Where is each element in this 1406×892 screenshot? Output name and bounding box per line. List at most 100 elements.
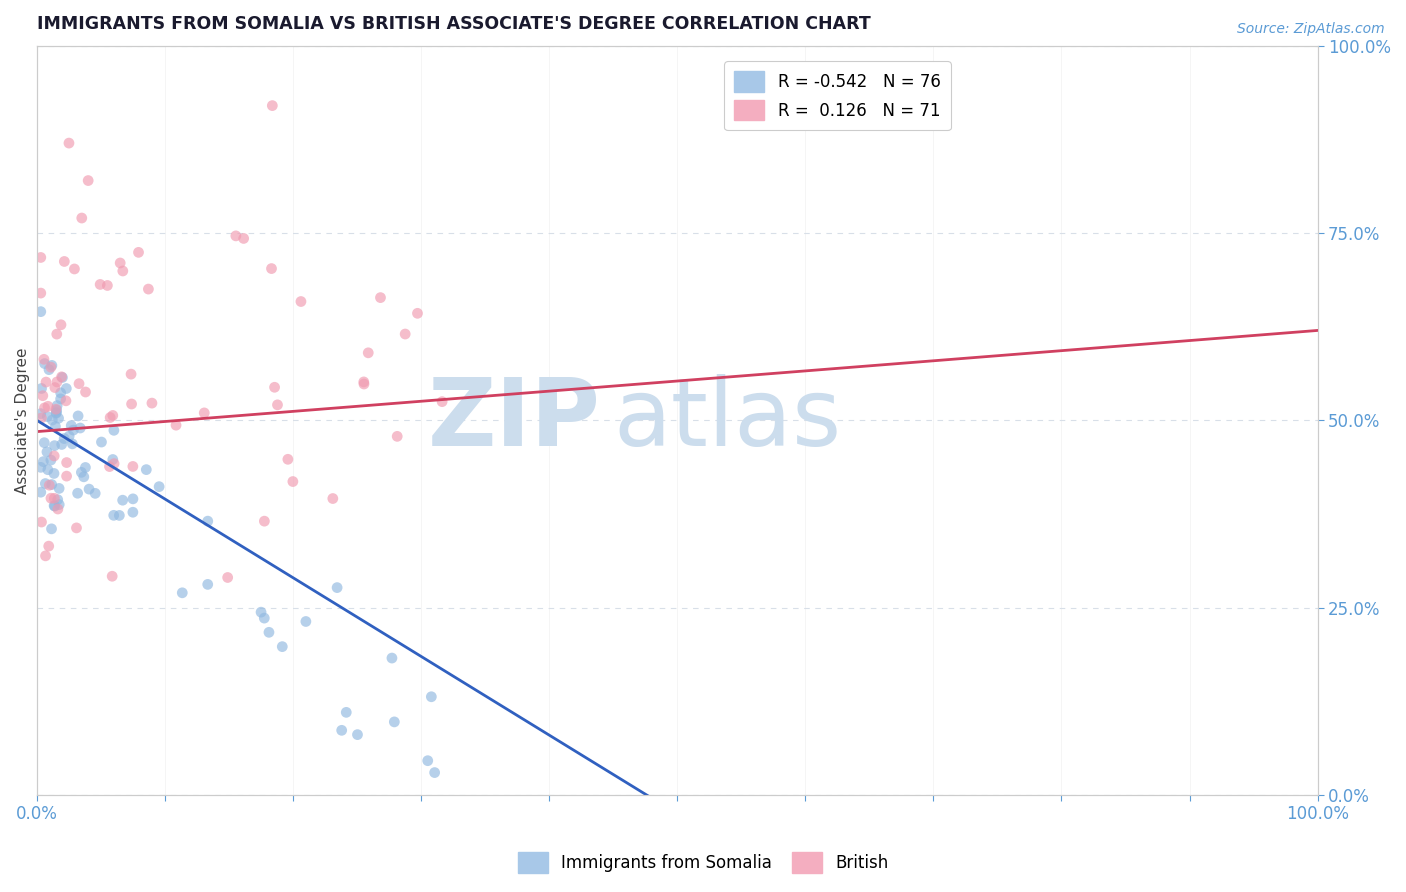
Point bbox=[225, 228, 247, 243]
Point bbox=[30, 460, 52, 475]
Point bbox=[63, 262, 86, 277]
Point bbox=[394, 326, 416, 341]
Point bbox=[266, 398, 288, 412]
Point bbox=[34, 476, 56, 491]
Point bbox=[48, 411, 70, 425]
Point bbox=[103, 508, 125, 523]
Point bbox=[416, 754, 439, 768]
Point bbox=[55, 469, 77, 483]
Point bbox=[98, 459, 121, 474]
Legend: R = -0.542   N = 76, R =  0.126   N = 71: R = -0.542 N = 76, R = 0.126 N = 71 bbox=[724, 62, 950, 130]
Point bbox=[295, 615, 318, 629]
Point bbox=[32, 455, 55, 469]
Point bbox=[387, 429, 409, 443]
Point bbox=[51, 369, 73, 384]
Point bbox=[89, 277, 111, 292]
Point bbox=[357, 346, 380, 360]
Point bbox=[45, 406, 67, 420]
Point bbox=[55, 456, 77, 470]
Point bbox=[32, 352, 55, 367]
Point bbox=[172, 586, 194, 600]
Point bbox=[51, 370, 73, 384]
Point bbox=[69, 421, 91, 435]
Point bbox=[37, 400, 59, 414]
Point bbox=[277, 452, 299, 467]
Point bbox=[45, 402, 67, 417]
Point bbox=[45, 327, 67, 342]
Point bbox=[44, 491, 66, 506]
Point bbox=[53, 432, 76, 446]
Point bbox=[128, 245, 150, 260]
Point bbox=[67, 376, 90, 391]
Point bbox=[382, 714, 405, 729]
Point bbox=[42, 499, 65, 513]
Point bbox=[135, 462, 157, 476]
Point bbox=[46, 502, 69, 516]
Point bbox=[30, 251, 52, 265]
Point bbox=[41, 413, 63, 427]
Point bbox=[217, 570, 239, 584]
Point bbox=[44, 499, 66, 513]
Point bbox=[44, 419, 66, 434]
Point bbox=[30, 304, 52, 318]
Point bbox=[108, 256, 131, 270]
Point bbox=[101, 409, 124, 423]
Point bbox=[257, 625, 280, 640]
Point bbox=[49, 318, 72, 332]
Point bbox=[108, 508, 131, 523]
Point bbox=[138, 282, 160, 296]
Point bbox=[322, 491, 344, 506]
Point bbox=[148, 480, 170, 494]
Legend: Immigrants from Somalia, British: Immigrants from Somalia, British bbox=[510, 846, 896, 880]
Point bbox=[84, 486, 107, 500]
Point bbox=[141, 396, 163, 410]
Point bbox=[423, 765, 446, 780]
Point bbox=[70, 466, 93, 480]
Point bbox=[30, 411, 52, 425]
Point bbox=[46, 375, 69, 389]
Point bbox=[197, 577, 219, 591]
Text: ZIP: ZIP bbox=[427, 375, 600, 467]
Point bbox=[193, 406, 215, 420]
Point bbox=[31, 382, 53, 396]
Point bbox=[30, 407, 52, 421]
Point bbox=[58, 136, 80, 150]
Point bbox=[326, 581, 349, 595]
Point bbox=[430, 394, 453, 409]
Point bbox=[31, 515, 53, 529]
Point bbox=[45, 405, 67, 419]
Point bbox=[232, 231, 254, 245]
Text: IMMIGRANTS FROM SOMALIA VS BRITISH ASSOCIATE'S DEGREE CORRELATION CHART: IMMIGRANTS FROM SOMALIA VS BRITISH ASSOC… bbox=[37, 15, 870, 33]
Point bbox=[38, 539, 60, 553]
Point bbox=[75, 384, 97, 399]
Point bbox=[75, 460, 97, 475]
Point bbox=[103, 457, 125, 471]
Point bbox=[120, 367, 142, 381]
Point bbox=[48, 498, 70, 512]
Point bbox=[253, 611, 276, 625]
Point bbox=[49, 392, 72, 406]
Point bbox=[121, 397, 143, 411]
Point bbox=[62, 423, 84, 437]
Point bbox=[165, 418, 187, 433]
Point bbox=[41, 477, 63, 491]
Point bbox=[37, 409, 59, 424]
Point bbox=[53, 254, 76, 268]
Point bbox=[262, 98, 284, 112]
Point bbox=[44, 439, 66, 453]
Point bbox=[96, 278, 118, 293]
Point bbox=[39, 360, 62, 375]
Point bbox=[253, 514, 276, 528]
Point bbox=[31, 389, 53, 403]
Point bbox=[30, 286, 52, 301]
Point bbox=[66, 486, 89, 500]
Point bbox=[281, 475, 304, 489]
Point bbox=[34, 357, 56, 371]
Point bbox=[39, 491, 62, 506]
Point bbox=[44, 449, 66, 463]
Point bbox=[101, 452, 124, 467]
Point bbox=[263, 380, 285, 394]
Point bbox=[46, 399, 69, 413]
Point bbox=[381, 651, 404, 665]
Point bbox=[60, 437, 83, 451]
